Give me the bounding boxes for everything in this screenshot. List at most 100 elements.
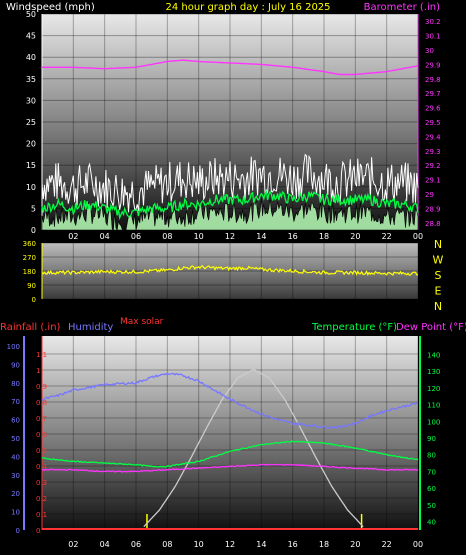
wind-x-tick-label: 22 <box>382 232 392 241</box>
tick-labels: 0510152025303540455028.828.92929.129.229… <box>7 10 444 549</box>
barometer-tick-label: 29 <box>425 191 434 199</box>
barometer-tick-label: 28.8 <box>425 220 441 228</box>
humidity-tick-label: 0 <box>16 527 20 535</box>
rain-tick-label: 0 <box>36 527 40 535</box>
rain-marks <box>41 368 419 530</box>
rainfall-legend: Rainfall (.in) <box>0 322 61 333</box>
wind-x-tick-label: 20 <box>350 232 360 241</box>
temperature-tick-label: 80 <box>427 452 436 460</box>
rain-tick-label: 0.1 <box>36 511 47 519</box>
rain-tick-label: 0.6 <box>36 431 48 439</box>
barometer-tick-label: 29.4 <box>425 133 441 141</box>
temperature-legend: Temperature (°F) <box>311 322 397 333</box>
wind-tick-label: 35 <box>26 75 36 84</box>
rain-grid <box>23 336 421 531</box>
rain-x-tick-label: 00 <box>413 540 423 549</box>
rain-tick-label: 0.9 <box>36 383 47 391</box>
compass-label: E <box>435 285 442 298</box>
chart-title: 24 hour graph day : July 16 2025 <box>165 2 330 13</box>
compass-label: N <box>434 300 442 313</box>
wind-x-tick-label: 18 <box>319 232 329 241</box>
rain-x-tick-label: 10 <box>194 540 204 549</box>
max-solar-legend: Max solar <box>120 317 164 327</box>
barometer-tick-label: 29.2 <box>425 162 441 170</box>
rain-x-tick-label: 20 <box>350 540 360 549</box>
rain-x-tick-label: 02 <box>68 540 78 549</box>
wind-x-tick-label: 08 <box>162 232 172 241</box>
direction-tick-label: 90 <box>27 282 36 290</box>
barometer-tick-label: 29.6 <box>425 105 441 113</box>
humidity-tick-label: 50 <box>11 435 20 443</box>
rain-panel-bg <box>42 336 418 530</box>
humidity-tick-label: 20 <box>11 490 20 498</box>
wind-x-tick-label: 02 <box>68 232 78 241</box>
rain-tick-label: 0.5 <box>36 447 47 455</box>
wind-marks <box>41 59 419 231</box>
speed-series-area <box>41 198 419 231</box>
temperature-tick-label: 90 <box>427 435 436 443</box>
rain-x-tick-label: 04 <box>100 540 110 549</box>
barometer-tick-label: 29.8 <box>425 76 441 84</box>
wind-tick-label: 15 <box>26 161 36 170</box>
windspeed-label: Windspeed (mph) <box>6 2 95 13</box>
gust-series-line <box>41 153 419 213</box>
temperature-tick-label: 140 <box>427 351 440 359</box>
humidity-tick-label: 80 <box>11 380 20 388</box>
compass-label: N <box>434 238 442 251</box>
barometer-tick-label: 29.1 <box>425 177 441 185</box>
rain-x-tick-label: 22 <box>382 540 392 549</box>
wind-x-tick-label: 06 <box>131 232 141 241</box>
humidity-legend: Humidity <box>68 322 113 333</box>
temperature-tick-label: 70 <box>427 468 436 476</box>
rain-tick-label: 0.4 <box>36 463 48 471</box>
wind-tick-label: 25 <box>26 118 36 127</box>
barometer-tick-label: 30.1 <box>425 33 441 41</box>
humidity-tick-label: 60 <box>11 417 20 425</box>
temperature-tick-label: 100 <box>427 418 440 426</box>
rain-x-tick-label: 08 <box>162 540 172 549</box>
dewpoint-legend: Dew Point (°F) <box>396 322 466 333</box>
compass-label: W <box>433 254 444 267</box>
rain-x-tick-label: 06 <box>131 540 141 549</box>
rain-tick-label: 0.3 <box>36 479 47 487</box>
wind-x-tick-label: 14 <box>256 232 266 241</box>
humidity-tick-label: 70 <box>11 398 20 406</box>
direction-tick-label: 180 <box>23 268 36 276</box>
compass-label: S <box>435 269 442 282</box>
wind-tick-label: 40 <box>26 53 36 62</box>
dewpoint-series-line <box>41 463 419 473</box>
barometer-label: Barometer (.in) <box>364 2 440 13</box>
barometer-tick-label: 30.2 <box>425 18 441 26</box>
rain-tick-label: 0.7 <box>36 415 47 423</box>
direction-tick-label: 360 <box>23 240 36 248</box>
humidity-tick-label: 90 <box>11 361 20 369</box>
temperature-series-line <box>42 440 419 468</box>
wind-tick-label: 10 <box>26 183 36 192</box>
direction-tick-label: 270 <box>23 254 36 262</box>
wind-tick-label: 20 <box>26 140 36 149</box>
temperature-tick-label: 50 <box>427 502 436 510</box>
wind-tick-label: 0 <box>31 226 36 235</box>
humidity-tick-label: 30 <box>11 472 20 480</box>
humidity-tick-label: 100 <box>7 343 20 351</box>
rain-tick-label: 1 <box>36 367 40 375</box>
temperature-tick-label: 110 <box>427 402 440 410</box>
direction-series-line <box>41 265 419 276</box>
wind-tick-label: 5 <box>31 204 36 213</box>
barometer-tick-label: 28.9 <box>425 205 441 213</box>
humidity-tick-label: 40 <box>11 453 20 461</box>
wind-tick-label: 50 <box>26 10 36 19</box>
direction-grid <box>41 242 419 300</box>
temperature-tick-label: 60 <box>427 485 436 493</box>
temperature-tick-label: 130 <box>427 368 440 376</box>
barometer-tick-label: 29.3 <box>425 148 441 156</box>
wind-tick-label: 30 <box>26 96 36 105</box>
max-solar-series-line <box>143 368 364 528</box>
wind-tick-label: 45 <box>26 32 36 41</box>
humidity-series-line <box>41 372 419 429</box>
wind-x-tick-label: 00 <box>413 232 423 241</box>
barometer-series-line <box>42 59 419 76</box>
temperature-tick-label: 120 <box>427 385 440 393</box>
direction-tick-label: 0 <box>32 296 36 304</box>
direction-marks <box>41 265 419 276</box>
